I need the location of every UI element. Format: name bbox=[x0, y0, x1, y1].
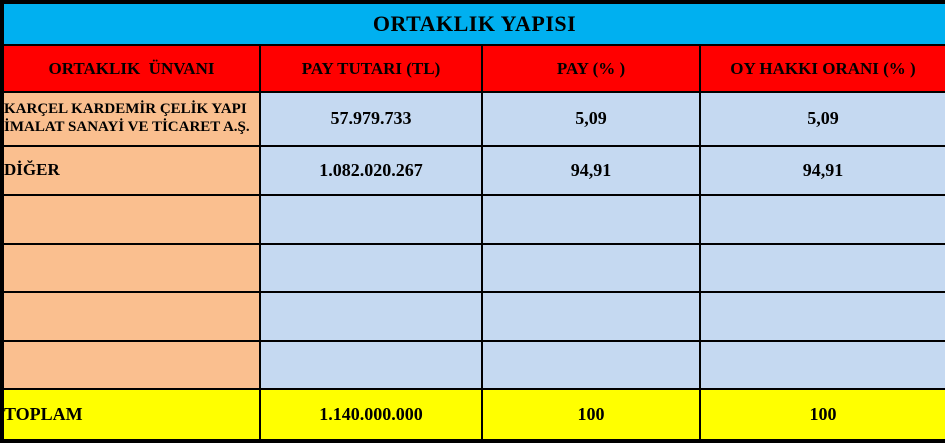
table-row: KARÇEL KARDEMİR ÇELİK YAPI İMALAT SANAYİ… bbox=[1, 90, 945, 147]
column-header-oy-hakki: OY HAKKI ORANI (% ) bbox=[698, 44, 945, 93]
table-row bbox=[1, 291, 945, 342]
table-row bbox=[1, 194, 945, 245]
cell-oy-hakki: 5,09 bbox=[698, 90, 945, 147]
cell-pay-tutari bbox=[259, 194, 483, 245]
total-row: TOPLAM 1.140.000.000 100 100 bbox=[1, 388, 945, 442]
cell-pay bbox=[481, 194, 701, 245]
cell-oy-hakki bbox=[698, 194, 945, 245]
cell-unvan bbox=[1, 242, 261, 294]
cell-pay-tutari: 1.082.020.267 bbox=[259, 144, 483, 197]
total-cell-oy-hakki: 100 bbox=[698, 388, 945, 442]
cell-pay bbox=[481, 242, 701, 294]
table-row bbox=[1, 242, 945, 294]
column-header-unvan: ORTAKLIK ÜNVANI bbox=[1, 44, 261, 93]
cell-oy-hakki bbox=[698, 242, 945, 294]
header-row: ORTAKLIK ÜNVANI PAY TUTARI (TL) PAY (% )… bbox=[1, 44, 945, 93]
cell-oy-hakki bbox=[698, 339, 945, 391]
cell-pay bbox=[481, 291, 701, 342]
column-header-pay-tutari: PAY TUTARI (TL) bbox=[259, 44, 483, 93]
cell-pay bbox=[481, 339, 701, 391]
column-header-pay: PAY (% ) bbox=[481, 44, 701, 93]
table-row: DİĞER 1.082.020.267 94,91 94,91 bbox=[1, 144, 945, 197]
cell-pay-tutari bbox=[259, 339, 483, 391]
cell-unvan: DİĞER bbox=[1, 144, 261, 197]
total-cell-pay-tutari: 1.140.000.000 bbox=[259, 388, 483, 442]
table-title: ORTAKLIK YAPISI bbox=[0, 0, 945, 47]
total-label: TOPLAM bbox=[1, 388, 261, 442]
table-row bbox=[1, 339, 945, 391]
cell-pay: 94,91 bbox=[481, 144, 701, 197]
cell-unvan bbox=[1, 194, 261, 245]
cell-unvan bbox=[1, 291, 261, 342]
cell-pay-tutari bbox=[259, 242, 483, 294]
cell-unvan: KARÇEL KARDEMİR ÇELİK YAPI İMALAT SANAYİ… bbox=[1, 90, 261, 147]
cell-oy-hakki: 94,91 bbox=[698, 144, 945, 197]
title-row: ORTAKLIK YAPISI bbox=[0, 0, 945, 47]
cell-pay: 5,09 bbox=[481, 90, 701, 147]
cell-pay-tutari bbox=[259, 291, 483, 342]
cell-unvan bbox=[1, 339, 261, 391]
total-cell-pay: 100 bbox=[481, 388, 701, 442]
cell-oy-hakki bbox=[698, 291, 945, 342]
cell-pay-tutari: 57.979.733 bbox=[259, 90, 483, 147]
